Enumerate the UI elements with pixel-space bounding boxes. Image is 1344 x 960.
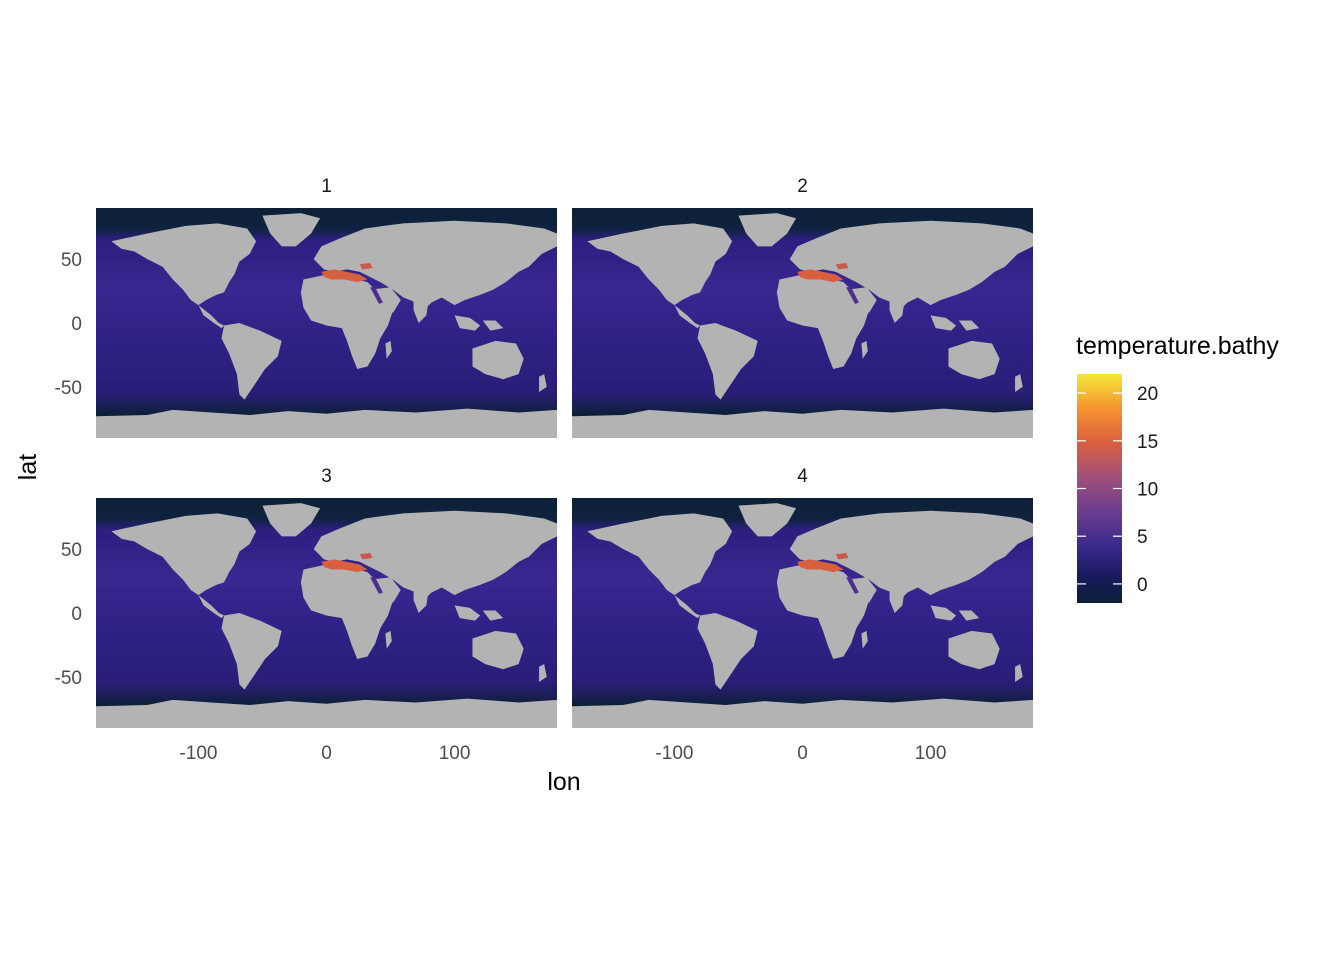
y-tick-label: 50 [61, 250, 82, 271]
y-tick-label: -50 [55, 378, 82, 399]
facet-panel-4: 4 [572, 466, 1033, 728]
y-axis-title: lat [14, 454, 42, 480]
facet-panels: 1 2 3 4 [96, 176, 1033, 728]
world-map [96, 498, 557, 728]
facet-panel-3: 3 [96, 466, 557, 728]
x-tick-label: 0 [321, 743, 332, 764]
facet-strip-label: 3 [321, 466, 332, 487]
facet-panel-2: 2 [572, 176, 1033, 438]
colorbar-tick-label: 20 [1137, 384, 1158, 405]
legend-title: temperature.bathy [1076, 332, 1279, 360]
x-tick-label: -100 [655, 743, 693, 764]
facet-strip-label: 4 [797, 466, 808, 487]
x-axis-title: lon [547, 768, 580, 796]
legend: temperature.bathy 0 5 10 15 20 [1076, 332, 1279, 603]
x-tick-label: 100 [915, 743, 947, 764]
y-tick-label: 0 [71, 314, 82, 335]
facet-panel-1: 1 [96, 176, 557, 438]
facet-strip-label: 1 [321, 176, 332, 197]
x-tick-label: -100 [179, 743, 217, 764]
y-tick-label: 0 [71, 604, 82, 625]
colorbar-ticks: 0 5 10 15 20 [1077, 384, 1158, 596]
colorbar-tick-label: 15 [1137, 432, 1158, 453]
colorbar-tick-label: 5 [1137, 527, 1148, 548]
x-tick-label: 0 [797, 743, 808, 764]
y-tick-label: -50 [55, 668, 82, 689]
world-map [96, 208, 557, 438]
world-map [572, 498, 1033, 728]
x-tick-label: 100 [439, 743, 471, 764]
facet-strip-label: 2 [797, 176, 808, 197]
axes-layer: 50 0 -50 50 0 -50 -100 0 100 -100 0 100 [55, 250, 947, 764]
colorbar-tick-label: 10 [1137, 480, 1158, 501]
world-map [572, 208, 1033, 438]
y-tick-label: 50 [61, 540, 82, 561]
colorbar-tick-label: 0 [1137, 575, 1148, 596]
